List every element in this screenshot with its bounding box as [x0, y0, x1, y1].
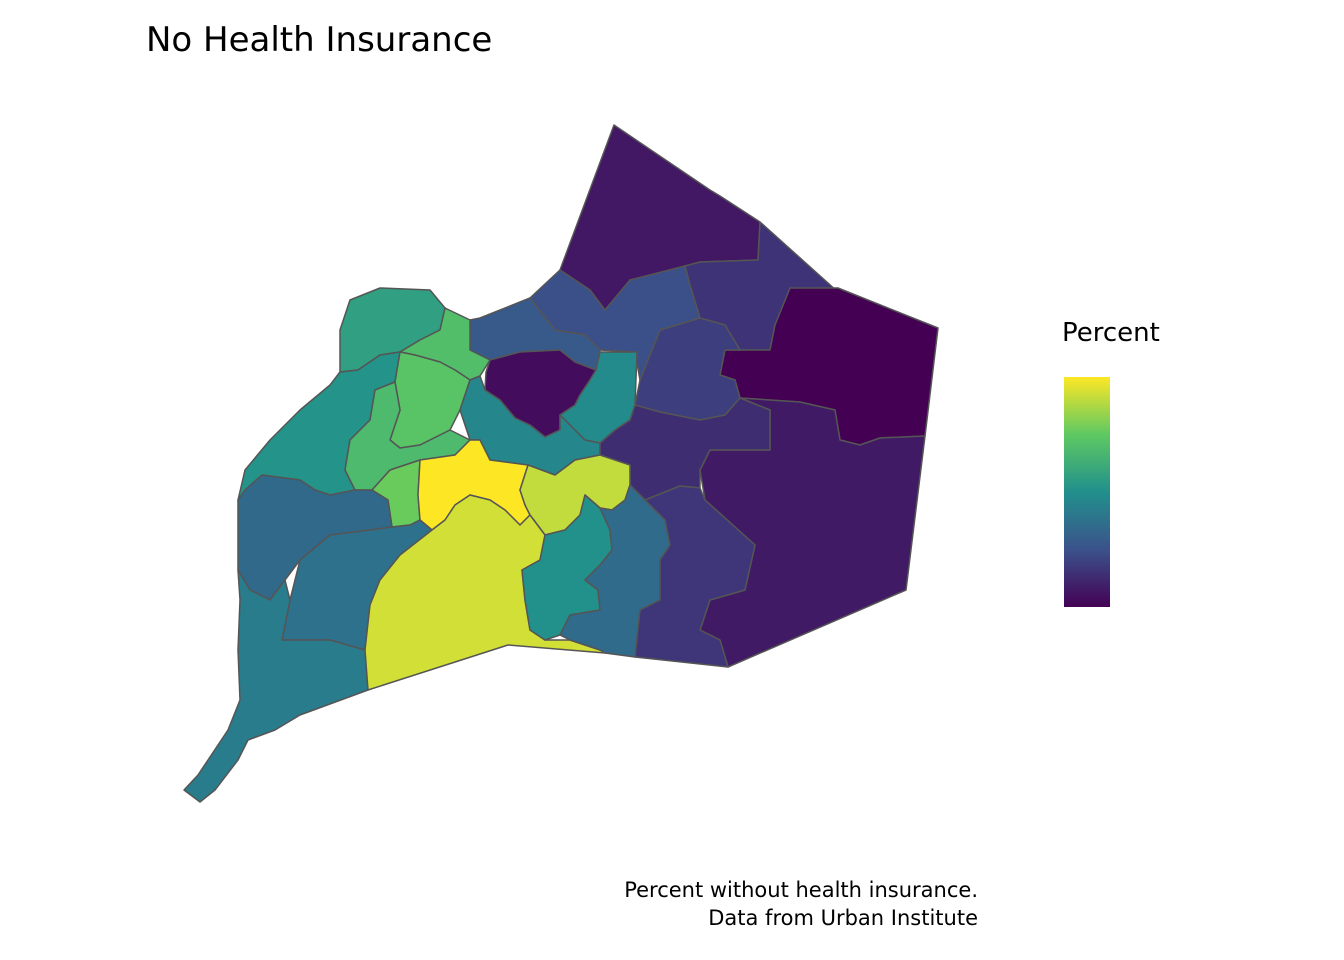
legend-title: Percent: [1062, 318, 1160, 348]
region-22: [634, 485, 756, 668]
map-title: No Health Insurance: [146, 20, 493, 60]
region-23: [559, 484, 671, 658]
legend-colorbar: [1064, 377, 1110, 607]
region-14: [183, 569, 369, 803]
caption: Percent without health insurance. Data f…: [624, 876, 978, 932]
caption-line-1: Percent without health insurance.: [624, 878, 978, 902]
caption-line-2: Data from Urban Institute: [708, 906, 978, 930]
